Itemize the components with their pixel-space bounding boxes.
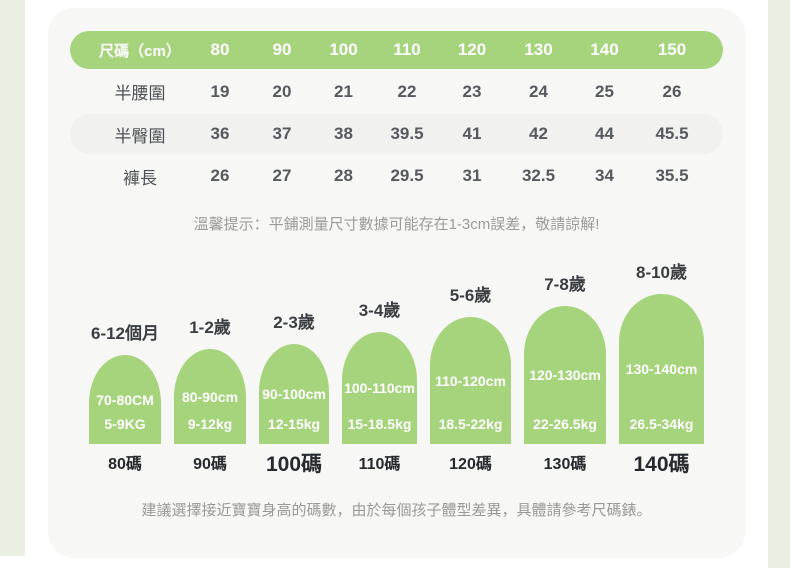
size-range-bar: 100-110cm 15-18.5kg: [342, 332, 417, 444]
row-label: 半腰圍: [114, 84, 166, 103]
table-cell: 27: [272, 166, 292, 185]
size-table-header-row: 尺碼（cm） 80 90 100 110 120 130 140 150: [70, 31, 723, 69]
size-code-label: 80碼: [108, 456, 142, 473]
table-cell: 25: [595, 81, 614, 101]
table-cell: 28: [334, 166, 353, 185]
measurement-tip-text: 溫馨提示：平鋪測量尺寸數據可能存在1-3cm誤差，敬請諒解!: [193, 216, 600, 233]
size-column-header: 120: [457, 40, 487, 59]
weight-range-label: 15-18.5kg: [347, 416, 412, 432]
age-label: 7-8歲: [544, 275, 586, 294]
size-column-header: 130: [524, 40, 553, 59]
size-column-header: 110: [393, 40, 421, 59]
bar-group-120: 5-6歲 110-120cm 18.5-22kg 120碼: [430, 285, 511, 478]
row-label: 褲長: [123, 168, 157, 188]
table-cell: 36: [210, 124, 230, 143]
table-cell: 41: [462, 124, 482, 143]
weight-range-label: 9-12kg: [187, 416, 233, 432]
height-range-label: 90-100cm: [262, 386, 326, 402]
age-label: 6-12個月: [90, 324, 160, 343]
size-table-header-label: 尺碼（cm）: [99, 42, 181, 60]
table-cell: 20: [272, 81, 292, 101]
size-column-header: 80: [210, 40, 230, 59]
table-cell: 24: [529, 81, 548, 101]
table-row-half-waist: 半腰圍 19 20 21 22 23 24 25 26: [70, 69, 723, 114]
table-row-half-hip: 半臀圍 36 37 38 39.5 41 42 44 45.5: [70, 114, 723, 154]
bar-group-80: 6-12個月 70-80CM 5-9KG 80碼: [89, 323, 161, 478]
table-cell: 22: [397, 81, 417, 101]
table-cell: 45.5: [655, 124, 689, 143]
size-range-bar: 110-120cm 18.5-22kg: [430, 317, 511, 444]
age-label: 5-6歲: [449, 286, 492, 305]
table-cell: 37: [272, 124, 292, 143]
age-label: 2-3歲: [273, 313, 315, 332]
age-label: 1-2歲: [189, 318, 231, 337]
weight-range-label: 26.5-34kg: [629, 416, 694, 432]
height-range-label: 110-120cm: [435, 372, 506, 389]
size-table: 尺碼（cm） 80 90 100 110 120 130 140 150 半腰圍…: [70, 31, 723, 198]
table-cell: 23: [462, 81, 482, 101]
size-range-bar: 70-80CM 5-9KG: [89, 355, 161, 444]
height-range-label: 120-130cm: [529, 367, 601, 383]
size-code-label: 100碼: [265, 453, 323, 476]
size-range-bar: 130-140cm 26.5-34kg: [619, 294, 704, 444]
size-chart-card: 尺碼（cm） 80 90 100 110 120 130 140 150 半腰圍…: [48, 8, 745, 558]
table-cell: 26: [662, 81, 682, 101]
right-edge-strip: [768, 0, 790, 568]
left-edge-strip: [0, 0, 25, 556]
height-range-label: 100-110cm: [344, 380, 415, 396]
height-range-label: 130-140cm: [625, 361, 698, 377]
bar-group-100: 2-3歲 90-100cm 12-15kg 100碼: [259, 312, 329, 478]
age-size-chart: 6-12個月 70-80CM 5-9KG 80碼 1-2歲 80-90cm 9-…: [48, 262, 745, 478]
table-cell: 19: [210, 81, 230, 101]
table-cell: 26: [210, 166, 230, 185]
weight-range-label: 18.5-22kg: [438, 416, 503, 432]
size-advice-text: 建議選擇接近寶寶身高的碼數，由於每個孩子體型差異，具體請參考尺碼錶。: [141, 502, 652, 519]
age-label: 8-10歲: [635, 263, 688, 282]
table-cell: 21: [334, 81, 353, 101]
size-code-label: 110碼: [358, 456, 401, 473]
table-cell: 29.5: [390, 166, 424, 185]
size-column-header: 90: [272, 40, 292, 59]
bar-group-130: 7-8歲 120-130cm 22-26.5kg 130碼: [524, 274, 606, 478]
size-code-label: 120碼: [449, 456, 492, 473]
size-range-bar: 80-90cm 9-12kg: [174, 349, 246, 444]
bar-group-140: 8-10歲 130-140cm 26.5-34kg 140碼: [619, 262, 704, 478]
size-column-header: 100: [329, 40, 358, 59]
weight-range-label: 5-9KG: [104, 416, 146, 432]
table-cell: 38: [334, 124, 353, 143]
table-cell: 42: [529, 124, 548, 143]
table-row-pants-length: 褲長 26 27 28 29.5 31 32.5 34 35.5: [70, 154, 723, 198]
table-cell: 44: [595, 124, 614, 143]
size-code-label: 90碼: [193, 456, 227, 473]
age-label: 3-4歲: [358, 301, 401, 320]
bar-group-90: 1-2歲 80-90cm 9-12kg 90碼: [174, 317, 246, 478]
row-label: 半臀圍: [114, 126, 166, 146]
size-range-bar: 120-130cm 22-26.5kg: [524, 306, 606, 444]
height-range-label: 80-90cm: [181, 388, 239, 405]
table-cell: 35.5: [655, 166, 689, 185]
table-cell: 39.5: [390, 124, 424, 143]
height-range-label: 70-80CM: [96, 391, 154, 408]
size-column-header: 140: [590, 40, 619, 59]
size-range-bar: 90-100cm 12-15kg: [259, 344, 329, 444]
size-column-header: 150: [657, 40, 687, 59]
table-cell: 34: [595, 166, 614, 185]
size-code-label: 130碼: [543, 456, 587, 473]
weight-range-label: 22-26.5kg: [533, 416, 597, 432]
bar-group-110: 3-4歲 100-110cm 15-18.5kg 110碼: [342, 300, 417, 478]
weight-range-label: 12-15kg: [267, 416, 321, 432]
size-code-label: 140碼: [633, 453, 690, 476]
table-cell: 31: [462, 166, 482, 185]
table-cell: 32.5: [521, 166, 556, 185]
